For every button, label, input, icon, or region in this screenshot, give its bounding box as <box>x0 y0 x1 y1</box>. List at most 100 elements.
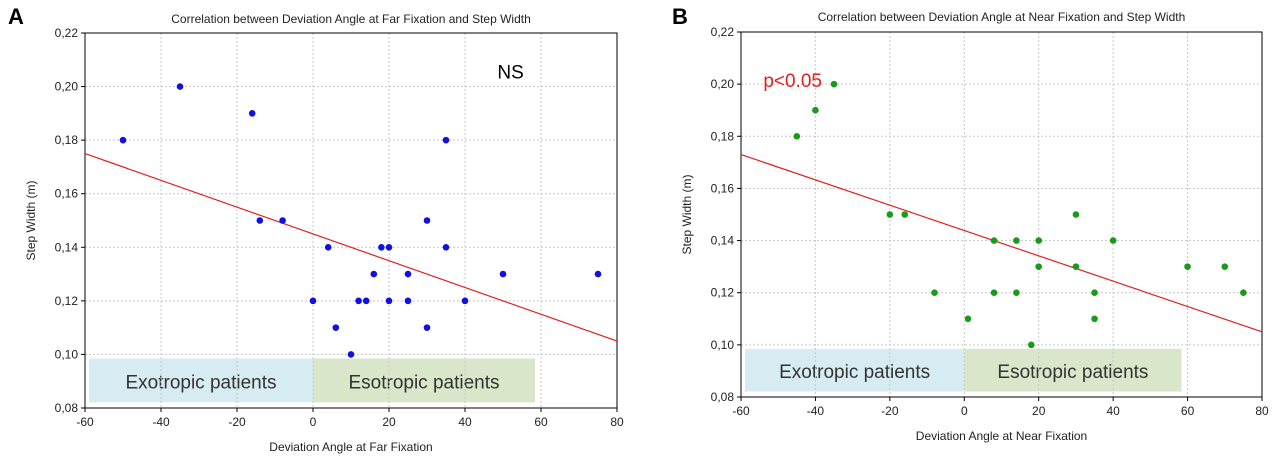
x-tick-label: -20 <box>881 404 899 418</box>
data-point <box>499 270 507 278</box>
region-esotropic <box>964 348 1182 392</box>
region-esotropic <box>313 358 535 403</box>
y-tick-label: 0,22 <box>711 25 735 39</box>
data-point <box>378 243 385 251</box>
y-tick-label: 0,18 <box>711 129 735 143</box>
data-point <box>256 217 264 224</box>
data-point <box>404 297 412 305</box>
data-point <box>901 211 909 218</box>
x-tick-label: 60 <box>1181 404 1195 418</box>
data-point <box>793 132 801 140</box>
data-point <box>1072 211 1080 218</box>
data-point <box>370 270 378 278</box>
y-tick-label: 0,12 <box>711 286 735 300</box>
region-exotropic <box>745 348 965 392</box>
data-point <box>347 351 355 358</box>
data-point <box>362 297 370 305</box>
chart-panel-a: A Correlation between Deviation Angle at … <box>8 4 624 454</box>
annotation-ns: NS <box>497 63 523 84</box>
panel-letter: A <box>8 4 24 29</box>
data-point <box>385 297 393 305</box>
data-point <box>812 106 819 114</box>
data-point <box>248 110 256 117</box>
data-point <box>1240 289 1247 297</box>
y-tick-label: 0,14 <box>711 234 735 248</box>
y-axis-label: Step Width (m) <box>680 174 694 254</box>
data-point <box>1035 237 1043 244</box>
data-point <box>442 136 450 144</box>
y-tick-label: 0,12 <box>55 294 79 308</box>
x-tick-label: 40 <box>1106 404 1120 418</box>
annotation-p-value: p<0.05 <box>763 71 822 92</box>
data-point <box>1091 315 1098 323</box>
y-tick-label: 0,18 <box>55 133 79 147</box>
data-point <box>423 217 431 224</box>
x-tick-label: 20 <box>1032 404 1046 418</box>
x-tick-label: -40 <box>152 415 170 429</box>
data-point <box>594 270 602 278</box>
data-point <box>119 136 127 144</box>
plot-frame <box>740 31 1263 398</box>
region-exotropic <box>89 358 313 403</box>
x-axis-label: Deviation Angle at Far Fixation <box>269 440 432 454</box>
data-point <box>964 315 972 323</box>
plot-frame <box>84 32 618 409</box>
y-tick-label: 0,20 <box>55 80 79 94</box>
data-point <box>404 270 412 278</box>
data-point <box>279 217 286 224</box>
regression-line <box>740 153 1263 333</box>
data-point <box>1221 263 1229 270</box>
x-axis-label: Deviation Angle at Near Fixation <box>916 429 1087 443</box>
x-tick-label: 0 <box>310 415 317 429</box>
data-point <box>385 243 393 251</box>
x-tick-label: 0 <box>961 404 968 418</box>
y-tick-label: 0,22 <box>55 26 79 40</box>
data-point <box>1035 263 1043 270</box>
y-tick-label: 0,16 <box>55 187 79 201</box>
x-tick-label: -60 <box>76 415 94 429</box>
region-label: Exotropic patients <box>125 372 276 393</box>
data-point <box>332 324 340 331</box>
y-tick-label: 0,14 <box>55 240 79 254</box>
x-tick-label: -40 <box>807 404 825 418</box>
x-tick-label: 80 <box>1255 404 1269 418</box>
region-label: Exotropic patients <box>779 362 930 383</box>
region-label: Esotropic patients <box>348 372 499 393</box>
data-point <box>461 297 469 305</box>
x-tick-label: 20 <box>382 415 396 429</box>
x-tick-label: -60 <box>732 404 750 418</box>
data-point <box>1184 263 1191 270</box>
data-point <box>423 324 431 331</box>
y-tick-label: 0,08 <box>711 390 735 404</box>
data-point <box>1027 341 1035 349</box>
y-axis-label: Step Width (m) <box>24 180 38 260</box>
data-point <box>1013 289 1020 297</box>
y-tick-label: 0,16 <box>711 181 735 195</box>
x-tick-label: 60 <box>534 415 548 429</box>
x-tick-label: 80 <box>610 415 624 429</box>
data-point <box>355 297 362 305</box>
data-point <box>1072 263 1080 270</box>
x-tick-label: 40 <box>458 415 472 429</box>
regression-line <box>84 152 618 342</box>
chart-panel-b: B Correlation between Deviation Angle at … <box>672 4 1269 443</box>
y-tick-label: 0,08 <box>55 401 79 415</box>
y-tick-label: 0,20 <box>711 77 735 91</box>
data-point <box>1109 237 1117 244</box>
data-point <box>1091 289 1098 297</box>
data-point <box>931 289 938 297</box>
data-point <box>990 289 998 297</box>
data-point <box>886 211 894 218</box>
chart-title: Correlation between Deviation Angle at F… <box>171 12 531 26</box>
y-tick-label: 0,10 <box>711 338 735 352</box>
data-point <box>830 80 838 88</box>
region-label: Esotropic patients <box>997 362 1148 383</box>
data-point <box>324 243 332 251</box>
data-point <box>176 83 184 90</box>
x-tick-label: -20 <box>228 415 246 429</box>
data-point <box>309 297 317 305</box>
data-point <box>990 237 998 244</box>
y-tick-label: 0,10 <box>55 347 79 361</box>
data-point <box>1013 237 1020 244</box>
